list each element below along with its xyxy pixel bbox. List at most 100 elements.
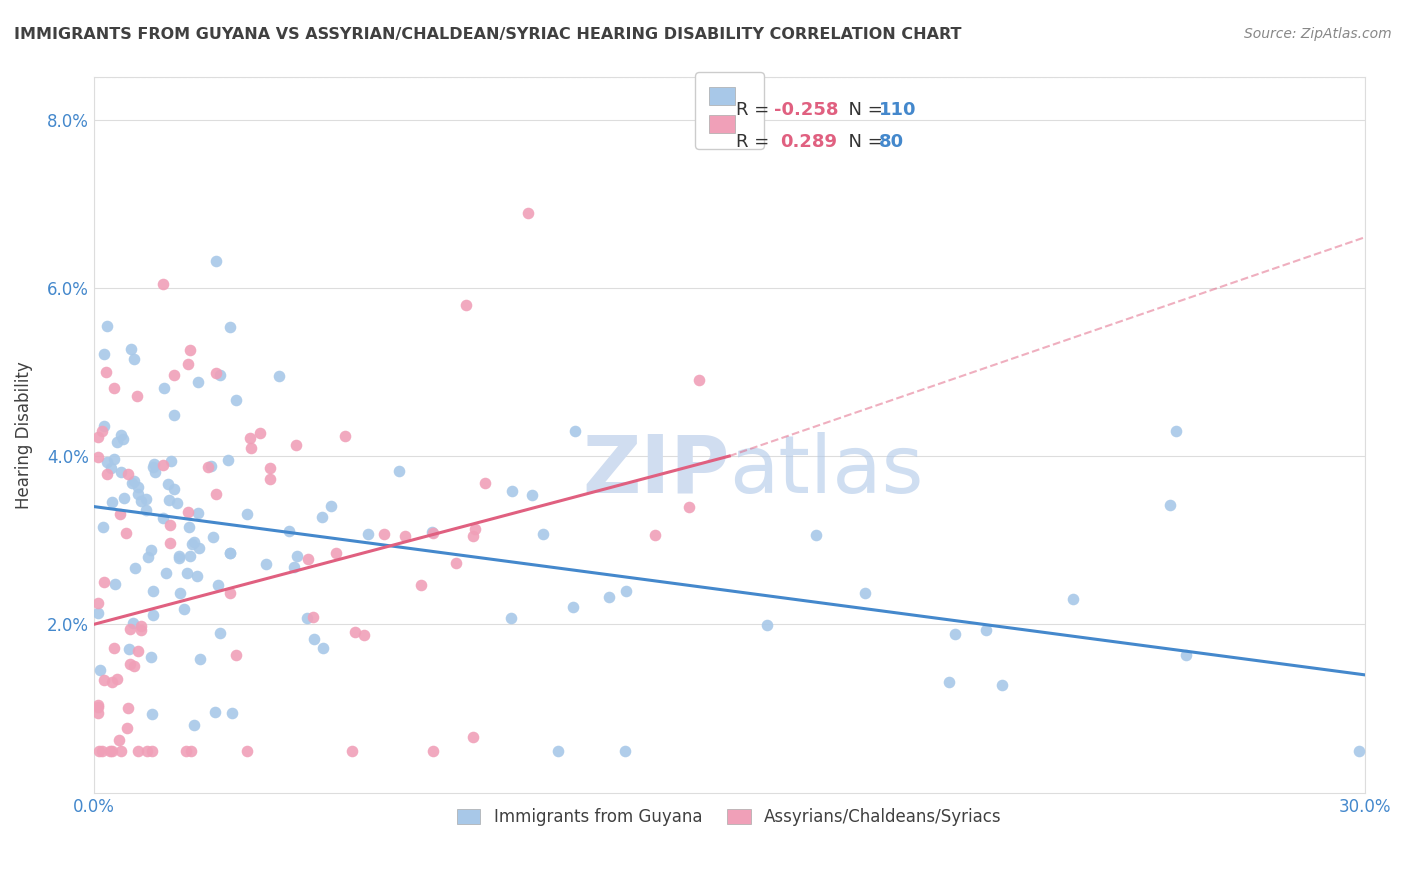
- Point: [344, 624, 367, 639]
- Point: [176, 743, 198, 757]
- Point: [157, 492, 180, 507]
- Point: [117, 701, 139, 715]
- Point: [991, 678, 1014, 692]
- Point: [474, 476, 496, 491]
- Point: [259, 472, 281, 486]
- Point: [152, 277, 174, 292]
- Point: [974, 623, 997, 637]
- Point: [112, 491, 135, 505]
- Point: [235, 743, 257, 757]
- Point: [142, 459, 165, 474]
- Point: [218, 546, 240, 560]
- Point: [159, 518, 181, 533]
- Point: [205, 367, 228, 381]
- Point: [531, 526, 554, 541]
- Point: [127, 743, 149, 757]
- Point: [143, 457, 166, 471]
- Text: IMMIGRANTS FROM GUYANA VS ASSYRIAN/CHALDEAN/SYRIAC HEARING DISABILITY CORRELATIO: IMMIGRANTS FROM GUYANA VS ASSYRIAN/CHALD…: [14, 27, 962, 42]
- Point: [221, 706, 243, 721]
- Point: [96, 467, 118, 482]
- Point: [93, 347, 115, 361]
- Point: [101, 675, 124, 690]
- Point: [353, 628, 375, 642]
- Point: [127, 480, 149, 494]
- Point: [188, 541, 211, 555]
- Point: [163, 368, 186, 382]
- Point: [131, 493, 153, 508]
- Point: [186, 569, 208, 583]
- Point: [208, 626, 231, 640]
- Point: [678, 500, 700, 514]
- Point: [180, 743, 202, 757]
- Text: Source: ZipAtlas.com: Source: ZipAtlas.com: [1244, 27, 1392, 41]
- Point: [139, 543, 162, 558]
- Point: [804, 527, 827, 541]
- Point: [103, 381, 125, 395]
- Point: [235, 507, 257, 521]
- Point: [110, 427, 132, 442]
- Point: [160, 454, 183, 468]
- Point: [112, 433, 135, 447]
- Point: [143, 465, 166, 479]
- Point: [180, 537, 202, 551]
- Point: [311, 510, 333, 524]
- Point: [259, 461, 281, 475]
- Point: [499, 611, 522, 625]
- Point: [167, 549, 190, 564]
- Point: [163, 483, 186, 497]
- Text: R =: R =: [735, 101, 775, 119]
- Point: [197, 460, 219, 475]
- Point: [278, 524, 301, 538]
- Point: [461, 730, 484, 744]
- Point: [179, 549, 201, 563]
- Point: [91, 743, 114, 757]
- Point: [938, 675, 960, 690]
- Point: [179, 520, 201, 534]
- Point: [304, 632, 326, 647]
- Point: [142, 583, 165, 598]
- Point: [564, 424, 586, 438]
- Point: [122, 659, 145, 673]
- Point: [283, 560, 305, 574]
- Point: [93, 673, 115, 687]
- Point: [135, 503, 157, 517]
- Text: ZIP: ZIP: [582, 432, 730, 510]
- Point: [688, 373, 710, 387]
- Point: [249, 426, 271, 441]
- Point: [187, 375, 209, 389]
- Point: [177, 505, 200, 519]
- Point: [422, 743, 444, 757]
- Point: [87, 450, 110, 465]
- Point: [114, 525, 136, 540]
- Point: [176, 566, 198, 580]
- Point: [87, 596, 110, 610]
- Point: [87, 743, 110, 757]
- Text: -0.258: -0.258: [773, 101, 838, 119]
- Point: [108, 507, 131, 521]
- Point: [124, 474, 146, 488]
- Text: R =: R =: [735, 133, 775, 151]
- Point: [91, 520, 114, 534]
- Point: [357, 527, 380, 541]
- Point: [297, 552, 319, 566]
- Text: 0.289: 0.289: [780, 133, 837, 151]
- Point: [152, 381, 174, 395]
- Point: [312, 641, 335, 656]
- Point: [200, 459, 222, 474]
- Text: N =: N =: [838, 133, 889, 151]
- Point: [755, 617, 778, 632]
- Point: [183, 534, 205, 549]
- Point: [454, 298, 477, 312]
- Point: [420, 525, 443, 540]
- Point: [1159, 498, 1181, 512]
- Point: [187, 506, 209, 520]
- Point: [169, 586, 191, 600]
- Point: [122, 615, 145, 630]
- Point: [183, 717, 205, 731]
- Point: [169, 550, 191, 565]
- Point: [152, 458, 174, 472]
- Point: [155, 566, 177, 581]
- Point: [89, 663, 111, 677]
- Point: [1062, 592, 1084, 607]
- Point: [239, 430, 262, 444]
